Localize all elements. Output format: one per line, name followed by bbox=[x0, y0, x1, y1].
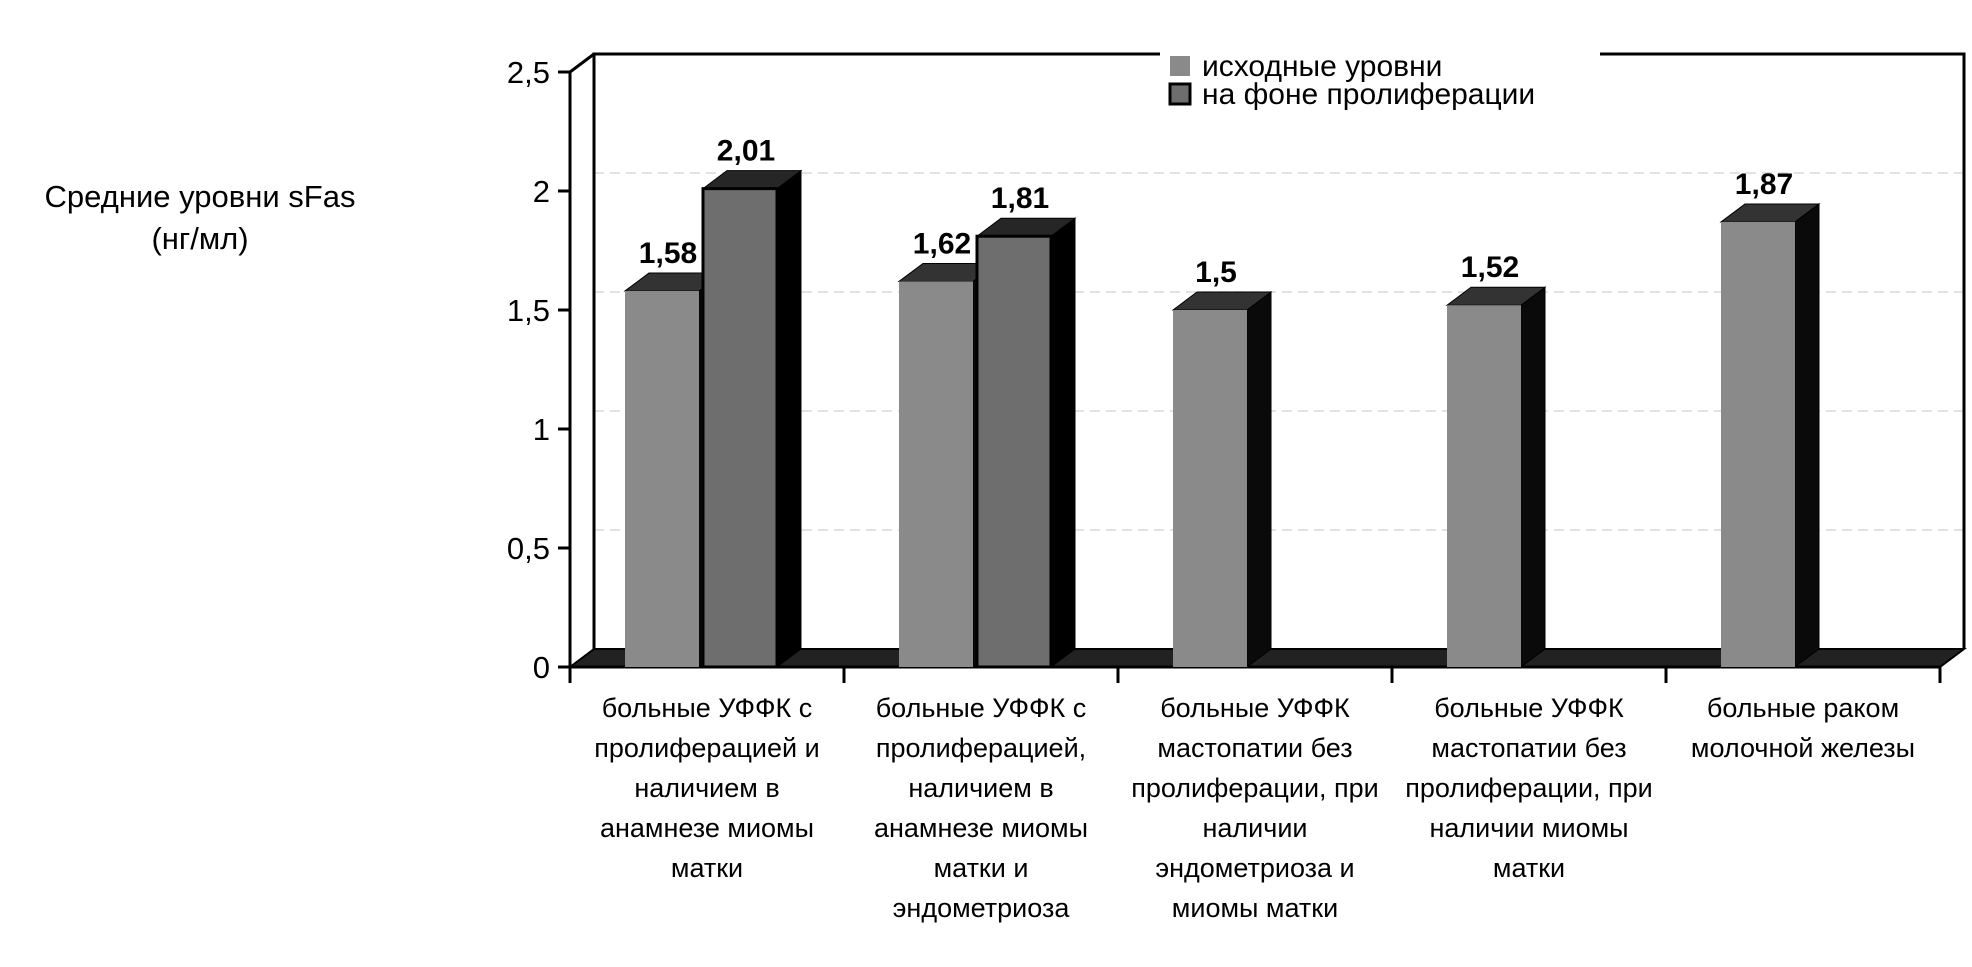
y-tick-label: 0,5 bbox=[507, 531, 550, 566]
x-category-label: больные раком bbox=[1707, 693, 1899, 723]
legend-swatch bbox=[1170, 56, 1190, 76]
bar bbox=[975, 234, 1053, 669]
bar-side bbox=[1520, 286, 1546, 668]
x-category-label: миомы матки bbox=[1172, 893, 1338, 923]
x-category-label: пролиферации, при bbox=[1131, 773, 1379, 803]
legend-label: исходные уровни bbox=[1202, 50, 1442, 83]
data-label: 1,81 bbox=[991, 182, 1049, 215]
data-label: 1,5 bbox=[1195, 256, 1237, 289]
x-category-label: больные УФФК с bbox=[602, 693, 813, 723]
legend-box bbox=[1160, 48, 1600, 124]
x-category-label: наличием в bbox=[634, 773, 779, 803]
x-category-label: наличии bbox=[1203, 813, 1308, 843]
data-label: 1,52 bbox=[1461, 251, 1519, 284]
legend-label: на фоне пролиферации bbox=[1202, 78, 1535, 111]
x-category-label: мастопатии без bbox=[1431, 733, 1626, 763]
bar bbox=[625, 290, 699, 667]
y-axis-title: Средние уровни sFas (нг/мл) bbox=[20, 176, 380, 260]
y-axis-top-edge bbox=[569, 52, 595, 74]
y-axis-title-line-2: (нг/мл) bbox=[151, 221, 249, 256]
bar-side bbox=[776, 169, 802, 668]
y-tick-label: 2,5 bbox=[507, 55, 550, 90]
x-category-label: наличии миомы bbox=[1429, 813, 1628, 843]
bar-side bbox=[1794, 202, 1820, 668]
x-category-label: анамнезе миомы bbox=[874, 813, 1088, 843]
x-category-label: эндометриоза и bbox=[1155, 853, 1354, 883]
x-category-label: пролиферацией и bbox=[594, 733, 819, 763]
bar bbox=[1173, 310, 1247, 667]
x-category-label: наличием в bbox=[908, 773, 1053, 803]
bar bbox=[1721, 221, 1795, 667]
x-category-label: молочной железы bbox=[1691, 733, 1915, 763]
bar-side bbox=[1050, 217, 1076, 668]
x-category-label: пролиферацией, bbox=[876, 733, 1086, 763]
x-category-label: матки bbox=[1493, 853, 1565, 883]
bar bbox=[899, 281, 973, 667]
x-category-label: матки и bbox=[934, 853, 1029, 883]
x-category-label: эндометриоза bbox=[893, 893, 1071, 923]
x-category-label: больные УФФК bbox=[1434, 693, 1624, 723]
data-label: 1,58 bbox=[639, 237, 697, 270]
x-category-label: матки bbox=[671, 853, 743, 883]
y-tick-label: 1,5 bbox=[507, 293, 550, 328]
x-category-label: мастопатии без bbox=[1157, 733, 1352, 763]
y-tick-label: 2 bbox=[533, 174, 550, 209]
bar-side bbox=[1246, 291, 1272, 668]
x-category-label: пролиферации, при bbox=[1405, 773, 1653, 803]
x-category-label: больные УФФК с bbox=[876, 693, 1087, 723]
data-label: 1,87 bbox=[1735, 168, 1793, 201]
x-category-label: больные УФФК bbox=[1160, 693, 1350, 723]
y-axis-title-line-1: Средние уровни sFas bbox=[44, 179, 356, 214]
data-label: 1,62 bbox=[913, 227, 971, 260]
y-tick-label: 1 bbox=[533, 412, 550, 447]
legend-swatch bbox=[1168, 82, 1192, 106]
x-category-label: анамнезе миомы bbox=[600, 813, 814, 843]
bar bbox=[701, 187, 779, 669]
y-tick-label: 0 bbox=[533, 650, 550, 685]
bar bbox=[1447, 305, 1521, 667]
data-label: 2,01 bbox=[717, 135, 775, 168]
